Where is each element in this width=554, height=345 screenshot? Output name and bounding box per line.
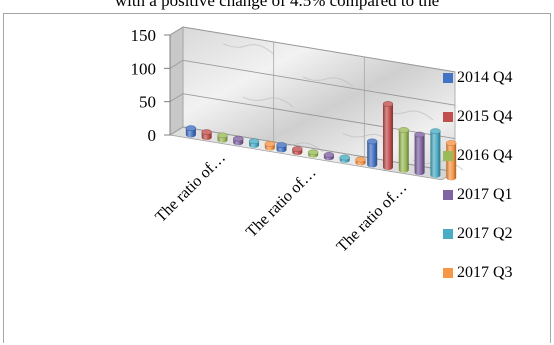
legend-label: 2017 Q2 [457, 225, 513, 242]
bar [307, 149, 319, 158]
legend-swatch [443, 268, 453, 278]
gridline [169, 93, 456, 139]
y-axis-ticks: 0 50 100 150 [131, 26, 171, 145]
bar-series-group [185, 101, 457, 181]
bar [248, 138, 260, 148]
legend-swatch [443, 229, 453, 239]
bar [185, 125, 197, 138]
gridline [169, 59, 456, 106]
bar [339, 154, 350, 163]
bar [323, 152, 335, 161]
legend-swatch [443, 151, 453, 161]
legend-swatch [443, 73, 453, 83]
legend-item: 2017 Q1 [443, 185, 513, 205]
bar [414, 131, 425, 176]
legend-item: 2016 Q4 [443, 146, 513, 166]
bar [276, 142, 287, 153]
y-tick-label: 0 [148, 126, 157, 145]
y-tick-label: 150 [131, 26, 157, 45]
legend-label: 2015 Q4 [457, 108, 513, 125]
bar [233, 135, 244, 146]
legend-label: 2014 Q4 [457, 69, 513, 86]
bar [201, 129, 212, 141]
bar [398, 127, 410, 173]
bar [366, 138, 378, 168]
legend-label: 2017 Q3 [457, 264, 513, 281]
legend-item: 2014 Q4 [443, 68, 513, 88]
chart-area [3, 13, 551, 343]
x-category-label: The ratio of… [243, 164, 320, 241]
legend-swatch [443, 190, 453, 200]
x-category-label: The ratio of… [334, 179, 411, 256]
legend-item: 2015 Q4 [443, 107, 513, 127]
bar [382, 101, 394, 170]
legend-item: 2017 Q3 [443, 263, 513, 283]
y-tick-label: 100 [131, 59, 157, 78]
legend-swatch [443, 112, 453, 122]
bar [430, 128, 441, 178]
clipped-heading-text: with a positive change of 4.5% compared … [114, 0, 440, 10]
gridline [169, 126, 456, 173]
legend-item: 2017 Q2 [443, 224, 513, 244]
bar [264, 141, 276, 151]
y-tick-label: 50 [139, 93, 156, 112]
bar [292, 146, 303, 156]
x-category-label: The ratio of… [152, 149, 229, 226]
bar [355, 156, 366, 166]
side-wall [169, 26, 184, 136]
gridlines [169, 26, 456, 173]
bar [217, 132, 228, 143]
gridline [169, 26, 456, 73]
legend-label: 2016 Q4 [457, 147, 513, 164]
legend-label: 2017 Q1 [457, 186, 513, 203]
